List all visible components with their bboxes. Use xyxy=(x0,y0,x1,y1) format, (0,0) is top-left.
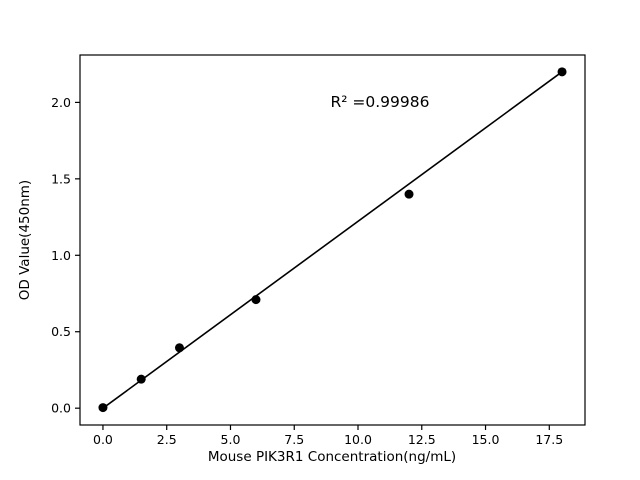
x-tick-label: 12.5 xyxy=(408,432,436,447)
x-tick-label: 5.0 xyxy=(221,432,241,447)
x-tick-label: 2.5 xyxy=(157,432,177,447)
y-tick-label: 2.0 xyxy=(51,95,71,110)
x-tick-label: 0.0 xyxy=(93,432,113,447)
y-tick-label: 1.0 xyxy=(51,248,71,263)
x-axis-label: Mouse PIK3R1 Concentration(ng/mL) xyxy=(208,449,456,465)
y-tick-label: 0.0 xyxy=(51,401,71,416)
y-tick-label: 1.5 xyxy=(51,171,71,186)
x-tick-label: 7.5 xyxy=(284,432,304,447)
plot-frame xyxy=(79,54,586,426)
data-point xyxy=(404,189,414,199)
x-tick-label: 10.0 xyxy=(344,432,372,447)
x-tick-label: 15.0 xyxy=(472,432,500,447)
r-squared-annotation: R² =0.99986 xyxy=(331,93,430,111)
x-tick-label: 17.5 xyxy=(535,432,563,447)
data-point xyxy=(174,343,184,353)
y-axis-label: OD Value(450nm) xyxy=(17,180,33,300)
fit-line xyxy=(102,71,563,409)
y-tick-label: 0.5 xyxy=(51,324,71,339)
